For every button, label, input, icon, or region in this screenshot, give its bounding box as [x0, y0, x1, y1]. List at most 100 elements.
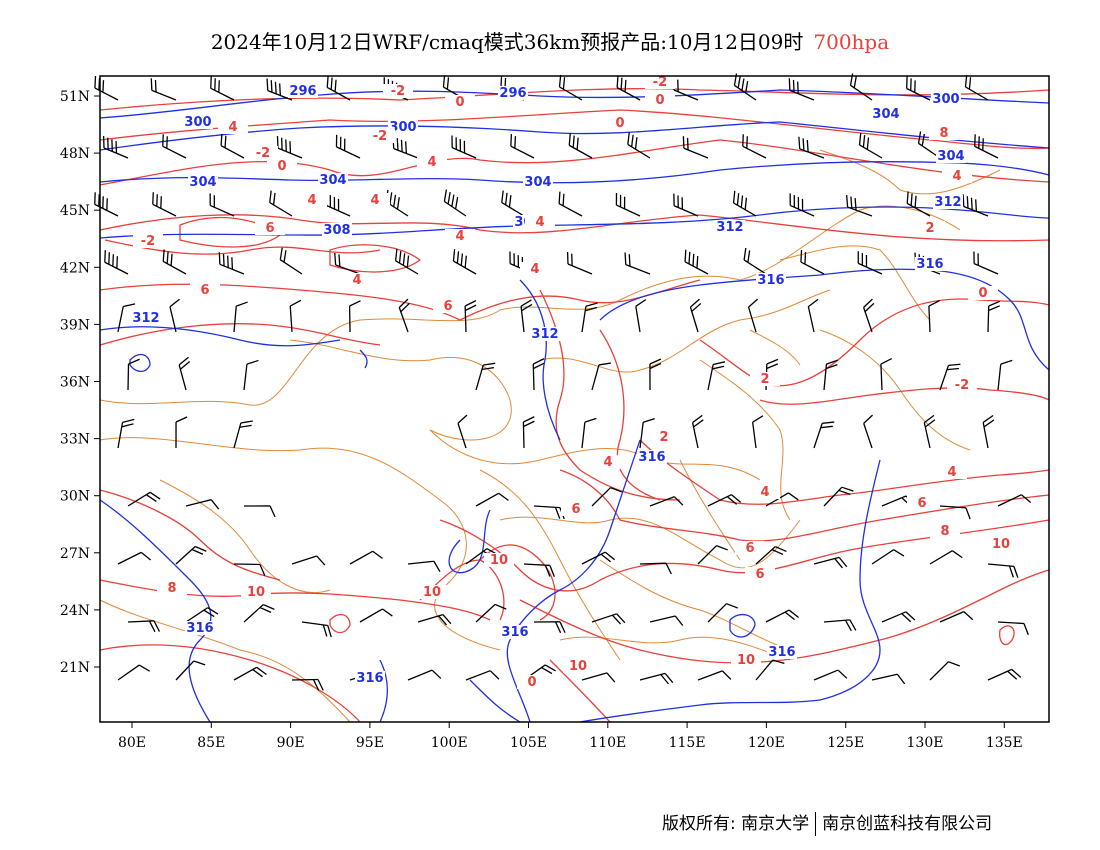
lon-label: 80E — [118, 735, 146, 751]
contour-label-bg — [756, 273, 786, 287]
contour-label-bg — [563, 659, 593, 673]
wind-barb-flag — [838, 489, 851, 496]
contour-label: 304 — [937, 149, 964, 164]
wind-barb-flag — [861, 253, 864, 266]
wind-barb-flag — [690, 298, 700, 308]
wind-barb-flag — [489, 670, 500, 680]
wind-barb-flag — [660, 674, 669, 685]
wind-barb-flag — [627, 132, 630, 145]
contour-label: 6 — [200, 283, 209, 298]
wind-barb-flag — [220, 133, 223, 146]
wind-barb-flag — [726, 496, 738, 505]
border-line — [99, 599, 351, 723]
wind-barb-flag — [863, 298, 873, 308]
wind-barb-flag — [736, 193, 740, 206]
contour-label-bg — [133, 234, 163, 248]
wind-barb-flag — [398, 250, 402, 264]
wind-barb-flag — [162, 249, 165, 262]
contour-label-bg — [907, 496, 937, 510]
wind-barb-flag — [281, 137, 283, 150]
border-line — [819, 329, 971, 451]
wind-barb-flag — [857, 251, 859, 264]
wind-barb-flag — [402, 253, 406, 266]
wind-barb-flag — [1011, 668, 1022, 678]
wind-barb-flag — [623, 196, 626, 209]
wind-barb — [987, 300, 1001, 333]
contour-label-bg — [241, 585, 271, 599]
contour-label-bg — [933, 195, 963, 209]
wind-barb-flag — [194, 545, 207, 552]
wind-barb — [635, 299, 647, 333]
wind-barb-flag — [326, 75, 329, 88]
wind-barb — [591, 362, 611, 391]
wind-barb-flag — [464, 300, 477, 307]
wind-barb-flag — [523, 420, 535, 428]
wind-barb-flag — [259, 606, 272, 613]
border-line — [599, 559, 791, 651]
wind-barb-flag — [317, 679, 324, 691]
contour-label-bg — [445, 95, 475, 109]
wind-barb-flag — [508, 195, 512, 208]
contour-label: 4 — [370, 193, 379, 208]
wind-barb-shaft — [928, 305, 931, 333]
wind-barb — [857, 251, 883, 275]
wind-barb-flag — [266, 78, 269, 91]
wind-barb-flag — [893, 549, 905, 557]
wind-barb-flag — [116, 256, 119, 269]
lat-label: 33N — [60, 432, 90, 448]
wind-barb-flag — [207, 607, 219, 615]
contour-label: -2 — [391, 84, 405, 99]
country-borders — [99, 149, 1001, 723]
wind-barb-flag — [372, 550, 383, 559]
wind-barb — [813, 669, 848, 681]
wind-barb-flag — [928, 299, 940, 307]
footer-copyright: 版权所有: 南京大学 — [662, 814, 810, 834]
contour-label-bg — [500, 625, 530, 639]
wind-barb-flag — [797, 196, 800, 210]
contour-label: -2 — [955, 378, 969, 393]
wind-barb-flag — [896, 673, 906, 685]
wind-barb — [649, 615, 684, 626]
wind-barb-flag — [285, 139, 287, 152]
wind-barb-flag — [1007, 670, 1018, 680]
wind-barb-flag — [634, 137, 638, 150]
wind-barb-flag — [463, 140, 466, 154]
wind-barb-flag — [500, 75, 503, 89]
wind-barb — [407, 669, 442, 681]
contour-label: -2 — [653, 75, 667, 90]
contour-label: 4 — [530, 262, 539, 277]
wind-barb-shaft — [649, 496, 675, 507]
wind-barb — [417, 613, 452, 626]
contour-label: 4 — [352, 273, 361, 288]
wind-barb-flag — [619, 194, 622, 207]
wind-barb — [755, 659, 785, 681]
wind-barb-flag — [978, 136, 980, 149]
wind-barb-flag — [914, 195, 917, 208]
wind-barb-shaft — [649, 615, 676, 623]
wind-barb-flag — [94, 75, 97, 89]
contour-label: 304 — [524, 175, 551, 190]
wind-barb-flag — [1000, 359, 1013, 365]
wind-barb — [243, 359, 259, 391]
contour-label-bg — [561, 502, 591, 516]
wind-barb-flag — [977, 253, 979, 266]
wind-barb-flag — [674, 615, 684, 626]
wind-barb-flag — [343, 138, 346, 151]
wind-barb-flag — [520, 299, 532, 307]
wind-barb — [233, 420, 253, 449]
wind-barb-flag — [746, 136, 748, 149]
contour-label-bg — [735, 541, 765, 555]
contour-label-bg — [871, 107, 901, 121]
wind-barb — [928, 299, 940, 333]
border-line — [619, 205, 961, 301]
contour-label: 4 — [455, 229, 464, 244]
wind-barb-flag — [963, 611, 974, 621]
border-line — [749, 329, 801, 366]
height-contour — [99, 161, 1050, 184]
contour-label-bg — [248, 146, 278, 160]
wind-barb-flag — [521, 303, 533, 312]
wind-barb — [881, 611, 916, 623]
border-line — [99, 437, 501, 651]
height-contour — [599, 268, 1050, 371]
height-contour — [99, 89, 1050, 119]
